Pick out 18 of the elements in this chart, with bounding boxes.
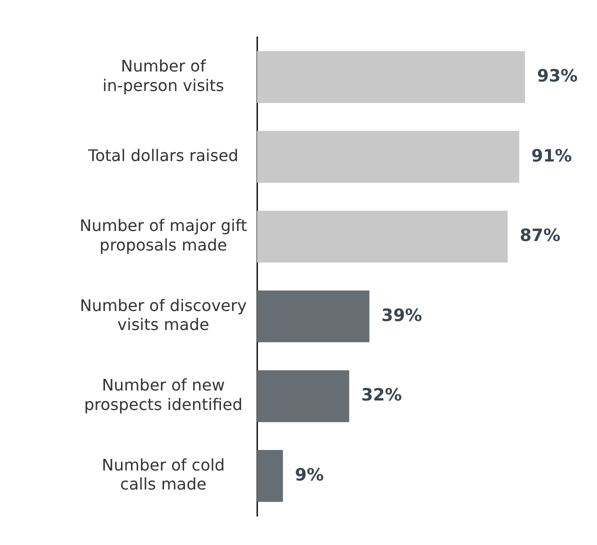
y-tick-label: Number of new prospects identified bbox=[84, 376, 243, 414]
y-tick-label: Number of cold calls made bbox=[102, 455, 225, 494]
y-tick-label: Number of discovery visits made bbox=[80, 296, 247, 334]
bar bbox=[257, 370, 350, 422]
data-label: 87% bbox=[520, 226, 560, 246]
bar bbox=[257, 450, 283, 502]
bar bbox=[257, 210, 508, 263]
bar bbox=[257, 290, 370, 342]
data-label: 93% bbox=[537, 66, 578, 87]
y-tick-label: Number of major gift proposals made bbox=[80, 216, 248, 254]
bar bbox=[257, 130, 520, 183]
y-tick-label: Number of in-person visits bbox=[102, 56, 224, 95]
data-label: 39% bbox=[381, 306, 422, 326]
data-label: 91% bbox=[531, 146, 572, 166]
y-tick-label: Total dollars raised bbox=[87, 146, 238, 166]
data-label: 9% bbox=[294, 465, 324, 486]
data-label: 32% bbox=[361, 386, 402, 406]
bar bbox=[257, 51, 525, 104]
